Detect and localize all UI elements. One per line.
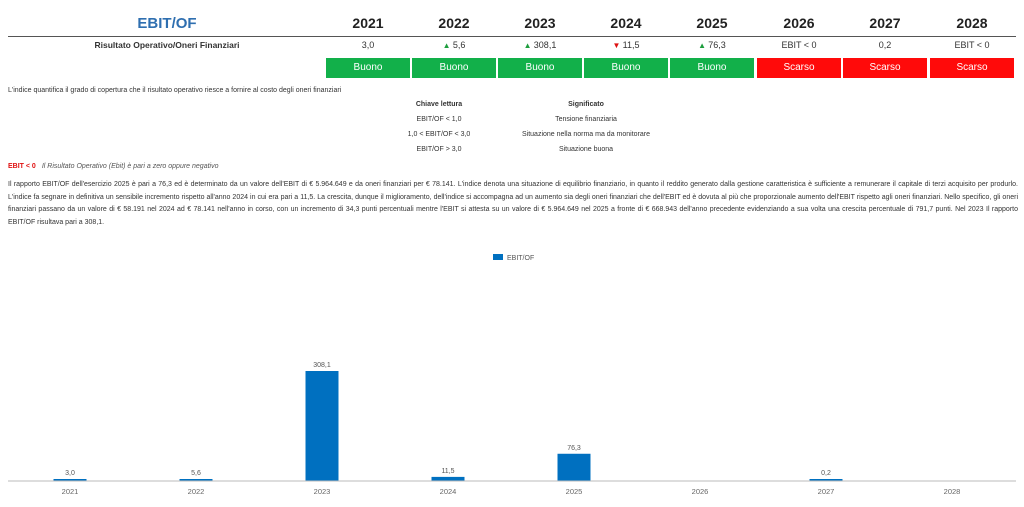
value-text: 76,3 [708,40,726,50]
value-cell-2027: 0,2 [843,40,927,50]
data-label-2023: 308,1 [313,362,331,369]
year-header-2021: 2021 [352,15,384,31]
year-header-2028: 2028 [956,15,988,31]
key-meaning: Tensione finanziaria [555,116,617,123]
legend-swatch [493,254,503,260]
year-header-2026: 2026 [783,15,815,31]
x-tick-2025: 2025 [566,487,583,496]
trend-up-icon: ▲ [442,41,453,50]
indicator-description: L'indice quantifica il grado di copertur… [8,87,342,94]
value-text: 3,0 [361,40,375,50]
x-tick-2024: 2024 [440,487,457,496]
rating-badge-2021: Buono [326,58,410,78]
key-meaning: Situazione buona [558,146,614,153]
key-header-range: Chiave lettura [415,101,463,108]
year-header-2025: 2025 [696,15,728,31]
key-meaning: Situazione nella norma ma da monitorare [521,131,650,138]
x-tick-2023: 2023 [314,487,331,496]
row-label: Risultato Operativo/Oneri Finanziari [94,40,240,50]
x-tick-2027: 2027 [818,487,835,496]
value-text: EBIT < 0 [781,40,817,50]
ebit-of-bar-chart: EBIT/OF 3,0 2021 5,6 2022 308,1 2023 11,5 2024 7… [8,254,1016,496]
year-header-2023: 2023 [524,15,556,31]
year-header-2024: 2024 [610,15,642,31]
value-cell-2024: ▼ 11,5 [584,40,668,50]
value-text: 308,1 [533,40,557,50]
value-text: 0,2 [878,40,892,50]
key-range: EBIT/OF > 3,0 [416,146,462,153]
value-text: EBIT < 0 [954,40,990,50]
rating-badge-2024: Buono [584,58,668,78]
data-label-2021: 3,0 [65,470,75,477]
ebit-note-label: EBIT < 0 [8,163,36,170]
x-tick-2028: 2028 [944,487,961,496]
value-text: 11,5 [622,40,640,50]
rating-badge-2028: Scarso [930,58,1014,78]
ebit-note-text: Il Risultato Operativo (Ebit) è pari a z… [41,163,219,170]
trend-up-icon: ▲ [698,41,709,50]
bar-2022 [179,479,213,481]
key-range: EBIT/OF < 1,0 [416,116,462,123]
value-cell-2022: ▲ 5,6 [412,40,496,50]
value-cell-2026: EBIT < 0 [757,40,841,50]
value-cell-2021: 3,0 [326,40,410,50]
rating-badge-2025: Buono [670,58,754,78]
trend-up-icon: ▲ [523,41,534,50]
rating-badge-2023: Buono [498,58,582,78]
bar-2021 [53,479,87,481]
x-tick-2026: 2026 [692,487,709,496]
year-header-2027: 2027 [869,15,901,31]
value-cell-2025: ▲ 76,3 [670,40,754,50]
rating-badge-2022: Buono [412,58,496,78]
year-header-2022: 2022 [438,15,470,31]
legend-label: EBIT/OF [507,255,534,262]
value-cell-2023: ▲ 308,1 [498,40,582,50]
bar-2024 [431,476,465,481]
rating-badge-2026: Scarso [757,58,841,78]
key-range: 1,0 < EBIT/OF < 3,0 [407,131,471,138]
analysis-paragraph: Il rapporto EBIT/OF dell'esercizio 2025 … [8,181,1018,226]
x-tick-2022: 2022 [188,487,205,496]
bar-2025 [557,453,591,481]
data-label-2022: 5,6 [191,470,201,477]
ebit-note: EBIT < 0 Il Risultato Operativo (Ebit) è … [8,163,218,170]
data-label-2024: 11,5 [441,468,454,475]
indicator-title: EBIT/OF [137,15,197,32]
bar-2023 [305,371,339,481]
bar-2027 [809,479,843,481]
header-divider [8,36,1016,37]
key-header-meaning: Significato [568,101,604,108]
data-label-2027: 0,2 [821,470,831,477]
rating-badge-2027: Scarso [843,58,927,78]
x-tick-2021: 2021 [62,487,79,496]
data-label-2025: 76,3 [567,445,581,452]
value-text: 5,6 [452,40,466,50]
value-cell-2028: EBIT < 0 [930,40,1014,50]
trend-down-icon: ▼ [612,41,623,50]
table-header: EBIT/OF [8,12,1016,36]
